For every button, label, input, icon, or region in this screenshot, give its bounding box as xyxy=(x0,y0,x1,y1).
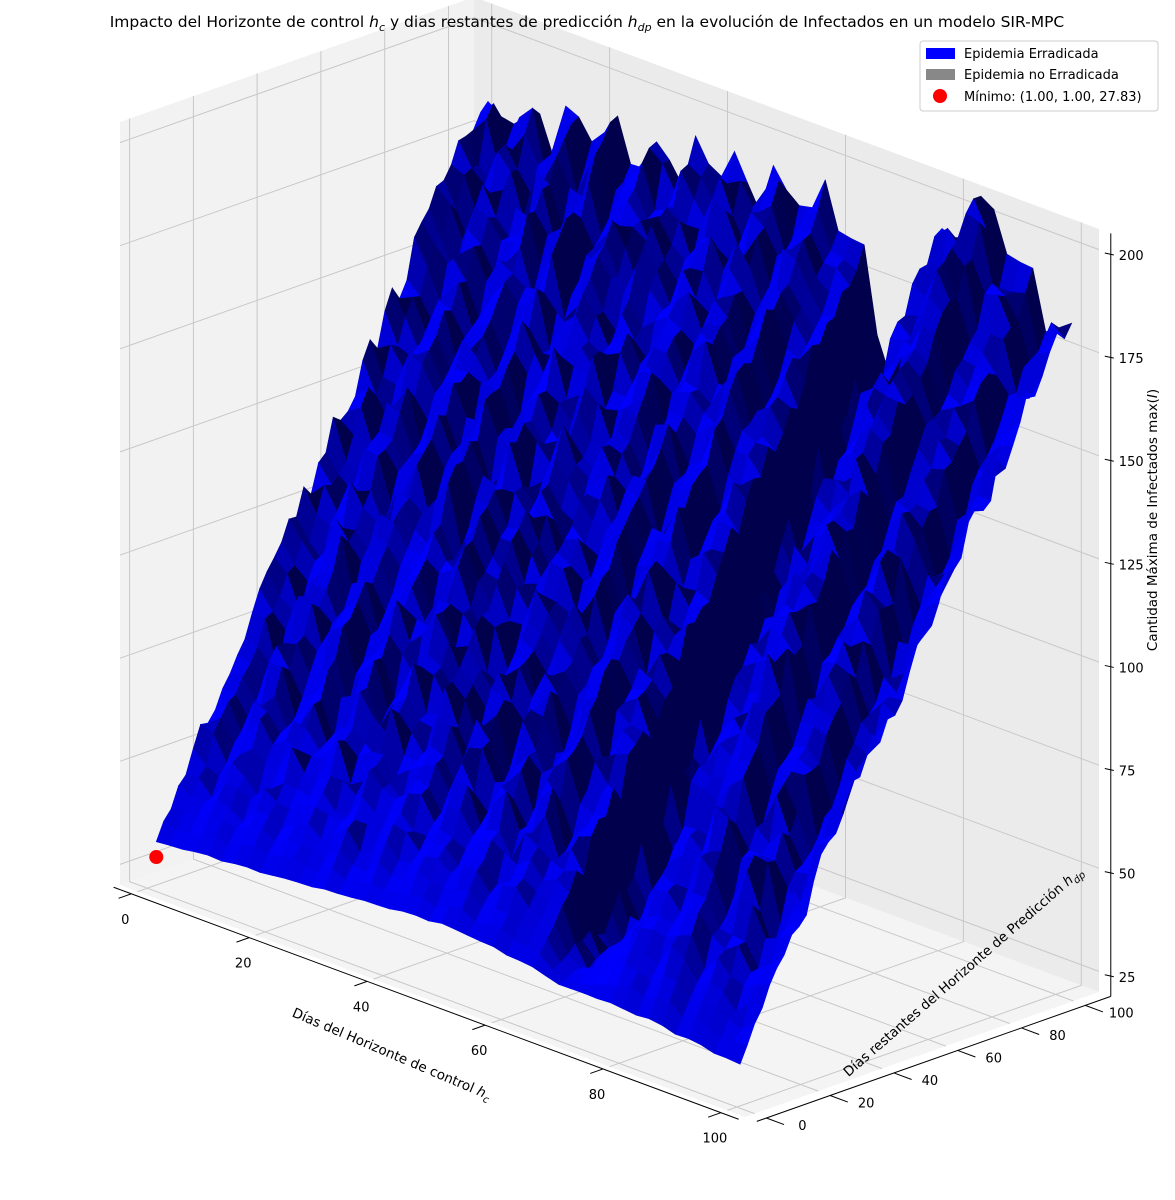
x-axis-line xyxy=(113,886,739,1120)
legend-swatch-not-eradicated xyxy=(926,69,955,80)
z-tick-mark xyxy=(1104,664,1114,668)
z-axis-label: Cantidad Máxima de Infectados max(I) xyxy=(1145,389,1161,651)
y-tick-label: 0 xyxy=(798,1119,806,1134)
z-tick-mark xyxy=(1104,458,1114,462)
y-tick-label: 100 xyxy=(1109,1006,1134,1021)
x-axis-label: Días del Horizonte de control hc xyxy=(289,1005,494,1106)
legend-label-minimum: Mínimo: (1.00, 1.00, 27.83) xyxy=(964,90,1142,105)
legend-label-eradicated: Epidemia Erradicada xyxy=(964,47,1099,62)
z-tick-label: 100 xyxy=(1119,661,1144,676)
x-tick-mark xyxy=(590,1068,604,1074)
z-tick-label: 25 xyxy=(1119,971,1136,986)
grid-line-y xyxy=(129,118,755,1115)
z-tick-mark xyxy=(1104,871,1114,875)
y-tick-mark xyxy=(1085,1004,1104,1013)
x-axis-label-main: Días del Horizonte de control xyxy=(290,1005,481,1098)
z-tick-label: 150 xyxy=(1119,455,1144,470)
z-tick-mark xyxy=(1104,974,1114,978)
x-tick-mark xyxy=(118,893,132,899)
y-tick-label: 80 xyxy=(1049,1029,1066,1044)
x-tick-label: 40 xyxy=(353,1000,370,1015)
z-tick-label: 75 xyxy=(1119,765,1136,780)
z-tick-label: 125 xyxy=(1119,558,1144,573)
grid-line-x xyxy=(727,222,1082,1111)
x-tick-label: 0 xyxy=(121,913,129,928)
y-tick-mark xyxy=(957,1049,976,1058)
legend-frame xyxy=(919,40,1159,112)
surface-patch xyxy=(726,1041,748,1065)
title-hdp-base: h xyxy=(628,13,638,31)
z-tick-mark xyxy=(1104,561,1114,565)
surface-plot xyxy=(155,100,1073,1065)
x-tick-mark xyxy=(708,1112,722,1118)
y-tick-label: 60 xyxy=(985,1051,1002,1066)
x-tick-label: 60 xyxy=(471,1044,488,1059)
legend-label-not-eradicated: Epidemia no Erradicada xyxy=(964,68,1119,83)
title-part-a: Impacto del Horizonte de control xyxy=(110,13,369,31)
axes-lines xyxy=(113,233,1112,1122)
legend-swatch-eradicated xyxy=(926,48,955,59)
y-tick-mark xyxy=(766,1117,785,1126)
z-axis-label-var: I xyxy=(1145,394,1161,398)
z-axis-label-close: ) xyxy=(1145,389,1161,394)
legend-marker-minimum xyxy=(933,89,947,103)
x-tick-mark xyxy=(472,1024,486,1031)
tick-labels: 0 20 40 60 80 100 0 20 40 60 80 100 25 50 75 100 125 150 1… xyxy=(118,249,1144,1147)
x-tick-mark xyxy=(236,937,250,943)
y-tick-mark xyxy=(829,1095,849,1103)
grid-line-z xyxy=(119,17,1100,251)
x-tick-label: 100 xyxy=(702,1132,727,1147)
z-tick-label: 175 xyxy=(1119,352,1144,367)
z-tick-mark xyxy=(1104,768,1114,772)
y-axis-line xyxy=(756,995,1111,1122)
grid-line-y xyxy=(192,96,819,1092)
x-tick-label: 80 xyxy=(589,1088,606,1103)
minimum-marker xyxy=(149,850,164,864)
title-part-c: en la evolución de Infectados en un mode… xyxy=(652,13,1065,31)
z-tick-mark xyxy=(1104,252,1114,256)
z-tick-label: 200 xyxy=(1119,249,1144,264)
title-hdp-sub: dp xyxy=(638,21,652,34)
title-hc-base: h xyxy=(369,13,379,31)
y-tick-mark xyxy=(1021,1027,1040,1035)
title-part-b: y dias restantes de predicción xyxy=(385,13,628,31)
grid-line-z xyxy=(119,120,1100,354)
z-tick-mark xyxy=(1104,355,1114,359)
y-tick-label: 20 xyxy=(858,1097,875,1112)
z-axis-label-main: Cantidad Máxima de Infectados max( xyxy=(1145,398,1161,651)
x-tick-label: 20 xyxy=(235,957,252,972)
legend: Epidemia Erradicada Epidemia no Erradica… xyxy=(919,40,1159,112)
y-tick-mark xyxy=(893,1072,912,1080)
chart-title: Impacto del Horizonte de control hc y di… xyxy=(110,13,1065,34)
title-hc-sub: c xyxy=(379,21,385,34)
x-axis-label-sub: c xyxy=(481,1094,491,1106)
z-tick-label: 50 xyxy=(1119,868,1136,883)
x-tick-mark xyxy=(354,980,368,987)
y-tick-label: 40 xyxy=(922,1074,939,1089)
